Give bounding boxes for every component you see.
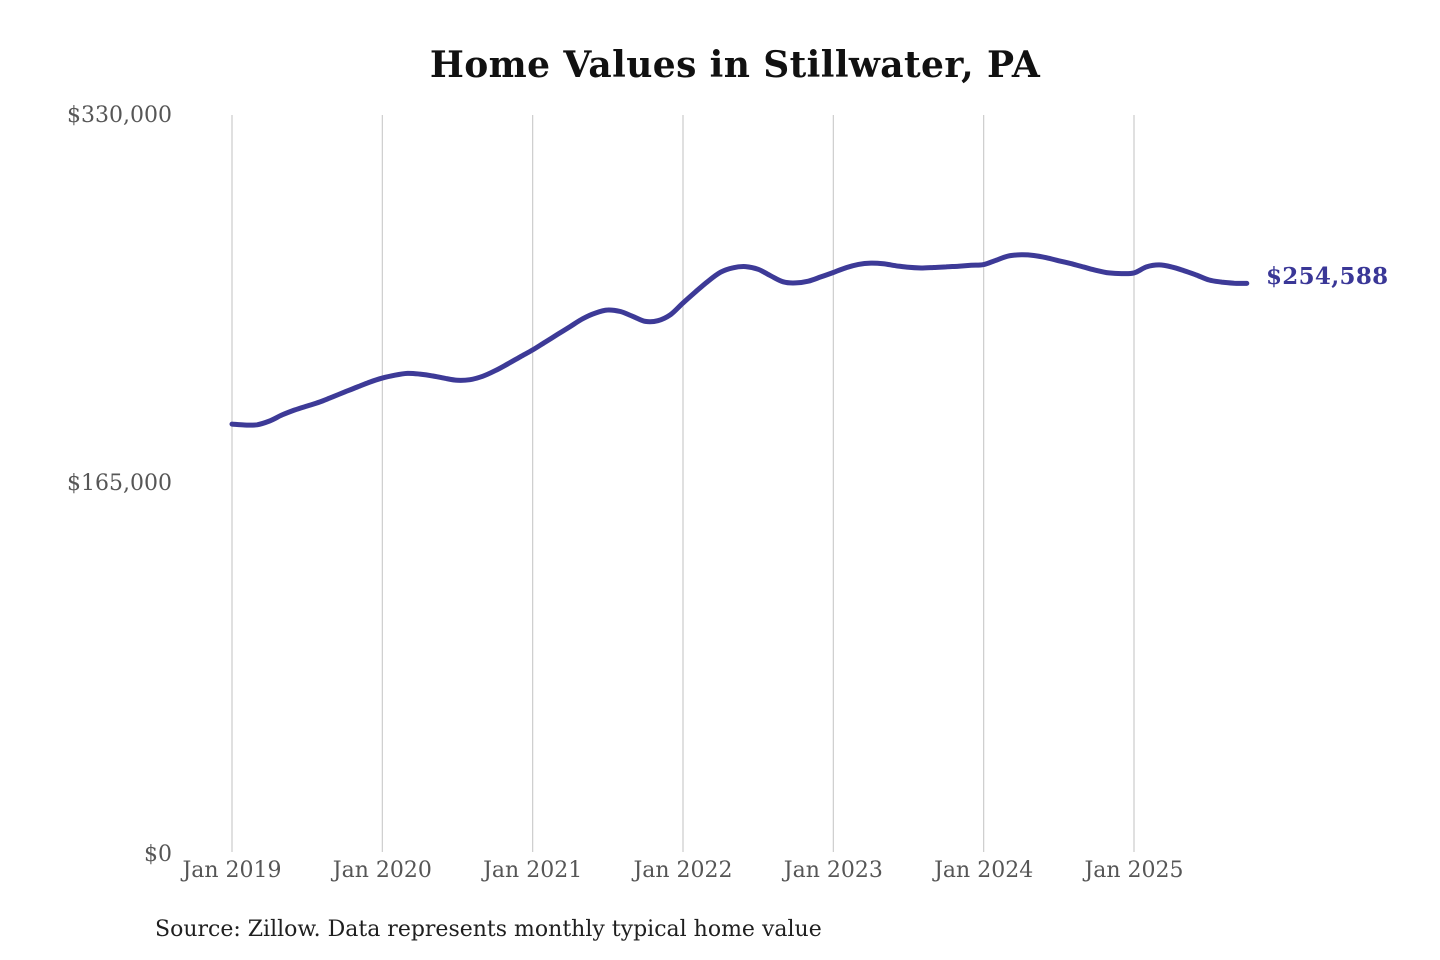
- x-axis-labels: Jan 2019 Jan 2020 Jan 2021 Jan 2022 Jan 2023…: [0, 858, 1440, 888]
- chart-title: Home Values in Stillwater, PA: [429, 44, 1041, 86]
- x-axis-label: Jan 2019: [182, 858, 282, 883]
- x-axis-label: Jan 2021: [483, 858, 583, 883]
- x-axis-label: Jan 2025: [1084, 858, 1184, 883]
- x-axis-label: Jan 2024: [934, 858, 1034, 883]
- source-note: Source: Zillow. Data represents monthly …: [155, 917, 822, 942]
- x-axis-label: Jan 2022: [633, 858, 733, 883]
- x-axis-label: Jan 2023: [783, 858, 883, 883]
- y-axis-label-165000: $165,000: [67, 471, 172, 496]
- current-value-label: $254,588: [1266, 263, 1389, 290]
- y-axis-label-0: $0: [144, 842, 172, 867]
- y-axis-label-330000: $330,000: [67, 103, 172, 128]
- home-value-line: [229, 252, 1250, 428]
- x-axis-label: Jan 2020: [332, 858, 432, 883]
